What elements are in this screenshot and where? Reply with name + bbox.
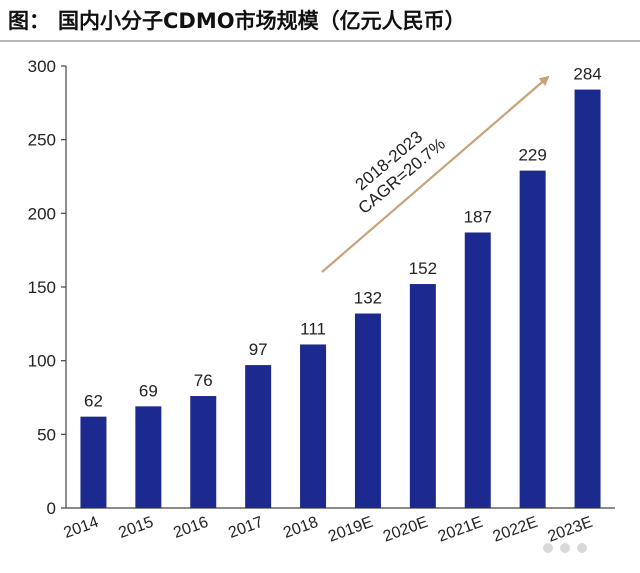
x-tick-label-2015: 2015	[116, 514, 155, 542]
data-label-2015: 69	[139, 381, 158, 400]
data-label-2019E: 132	[354, 289, 382, 308]
bar-2018	[300, 344, 327, 508]
x-tick-label-2017: 2017	[226, 514, 265, 542]
x-tick-label-2020E: 2020E	[381, 514, 430, 546]
bar-2014	[80, 416, 107, 508]
data-label-2021E: 187	[464, 207, 492, 226]
title-divider	[0, 40, 640, 42]
y-tick-label: 100	[28, 352, 56, 371]
data-label-2014: 62	[84, 392, 103, 411]
x-tick-label-2018: 2018	[281, 514, 320, 542]
data-label-2022E: 229	[518, 146, 546, 165]
cagr-arrow	[321, 75, 550, 273]
figure-label: 图：	[8, 9, 50, 33]
y-tick-label: 300	[28, 57, 56, 76]
x-tick-label-2019E: 2019E	[326, 514, 375, 546]
y-tick-label: 250	[28, 131, 56, 150]
bar-2020E	[409, 284, 436, 508]
data-label-2017: 97	[249, 340, 268, 359]
figure-title: 图： 国内小分子CDMO市场规模（亿元人民币）	[8, 2, 466, 38]
cagr-annotation: 2018-2023 CAGR=20.7%	[352, 127, 449, 217]
data-label-2023E: 284	[573, 65, 601, 84]
x-tick-label-2022E: 2022E	[491, 514, 540, 546]
x-ticks: 2014 2015 2016 2017 2018 2019E 2020E 2021E 2022E…	[62, 514, 595, 546]
y-tick-label: 50	[37, 425, 56, 444]
bar-2021E	[464, 232, 491, 508]
bar-2019E	[354, 313, 381, 508]
x-tick-label-2023E: 2023E	[546, 514, 595, 546]
y-ticks: 0 50 100 150 200 250 300	[28, 57, 66, 518]
bar-2023E	[574, 89, 601, 508]
y-tick-label: 150	[28, 278, 56, 297]
bar-2015	[135, 406, 162, 508]
bar-2016	[190, 396, 217, 508]
watermark	[543, 543, 587, 553]
y-tick-label: 0	[47, 499, 56, 518]
x-tick-label-2021E: 2021E	[436, 514, 485, 546]
bar-2017	[245, 365, 272, 508]
data-label-2018: 111	[300, 319, 326, 338]
y-tick-label: 200	[28, 204, 56, 223]
x-tick-label-2014: 2014	[62, 514, 101, 542]
data-label-2016: 76	[194, 371, 213, 390]
data-label-2020E: 152	[409, 259, 437, 278]
bar-2022E	[519, 170, 546, 508]
bar-labels: 62 69 76 97 111 132 152 187 229 284	[84, 65, 602, 411]
x-tick-label-2016: 2016	[171, 514, 210, 542]
bars	[80, 89, 601, 508]
figure-title-text: 国内小分子CDMO市场规模（亿元人民币）	[58, 9, 466, 33]
